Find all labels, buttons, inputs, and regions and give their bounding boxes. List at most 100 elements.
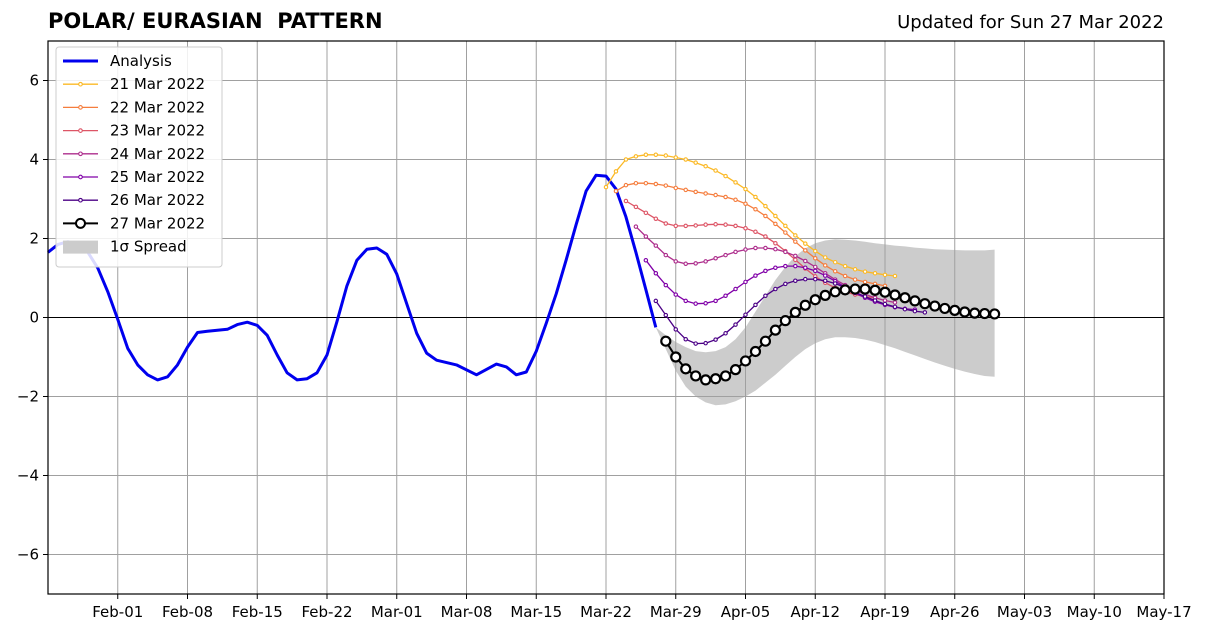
latest-forecast-point: [989, 308, 1001, 320]
latest-forecast-point: [690, 370, 702, 382]
x-tick-label: Mar-15: [510, 603, 562, 621]
forecast-point: [723, 222, 728, 227]
forecast-point: [633, 180, 639, 186]
forecast-point: [783, 230, 788, 235]
chart-title: POLAR/ EURASIAN PATTERN: [48, 9, 383, 33]
latest-forecast-point: [909, 295, 921, 307]
forecast-point: [892, 273, 898, 279]
x-tick-label: Mar-29: [650, 603, 702, 621]
forecast-point: [723, 331, 728, 336]
forecast-point: [773, 265, 778, 270]
forecast-point: [663, 183, 669, 188]
forecast-point: [683, 187, 688, 193]
x-tick-label: Apr-12: [791, 603, 841, 621]
y-tick-label: −4: [17, 467, 39, 485]
latest-forecast-point: [929, 300, 941, 312]
y-tick-label: −2: [17, 388, 39, 406]
legend-label: 25 Mar 2022: [110, 168, 205, 186]
forecast-point: [613, 169, 619, 174]
latest-forecast-point: [789, 306, 801, 318]
forecast-point: [763, 293, 768, 299]
forecast-point: [842, 273, 848, 279]
forecast-point: [753, 194, 758, 200]
forecast-point: [653, 243, 659, 248]
forecast-point: [743, 201, 748, 206]
latest-forecast-point: [719, 370, 732, 382]
forecast-point: [733, 249, 738, 255]
latest-forecast-point: [809, 294, 821, 306]
forecast-point: [812, 248, 818, 254]
forecast-point: [753, 245, 758, 251]
forecast-point: [763, 245, 768, 251]
forecast-point: [733, 197, 738, 203]
forecast-point: [693, 223, 698, 228]
forecast-point: [812, 276, 818, 282]
x-tick-label: Feb-15: [232, 603, 283, 621]
forecast-point: [633, 204, 639, 210]
forecast-point: [773, 240, 778, 246]
latest-forecast-point: [759, 335, 772, 347]
forecast-point: [683, 336, 688, 342]
forecast-point: [882, 301, 888, 307]
forecast-point: [842, 263, 848, 269]
forecast-point: [643, 257, 649, 263]
chart-subtitle: Updated for Sun 27 Mar 2022: [897, 12, 1164, 33]
legend-marker: [78, 197, 83, 203]
latest-forecast-point: [779, 315, 791, 327]
legend-box: [55, 46, 223, 268]
forecast-point: [793, 263, 798, 269]
legend-label: 24 Mar 2022: [110, 145, 205, 163]
forecast-point: [703, 222, 708, 227]
forecast-point: [743, 279, 748, 285]
forecast-point: [733, 322, 738, 327]
forecast-point: [922, 310, 928, 315]
forecast-point: [822, 278, 828, 284]
forecast-point: [683, 261, 688, 267]
forecast-point: [892, 300, 898, 305]
forecast-point: [663, 153, 669, 158]
latest-forecast-point: [799, 299, 811, 311]
forecast-point: [743, 247, 748, 252]
forecast-point: [703, 259, 708, 264]
forecast-point: [673, 327, 678, 332]
x-tick-label: Apr-19: [860, 603, 910, 621]
forecast-point: [743, 312, 748, 317]
analysis-line: [47, 173, 658, 382]
forecast-point: [763, 268, 768, 274]
forecast-point: [862, 279, 868, 285]
latest-forecast-point: [670, 351, 682, 363]
forecast-point: [753, 273, 758, 278]
forecast-point: [673, 259, 678, 264]
latest-forecast-point: [819, 289, 831, 301]
forecast-point: [812, 264, 818, 270]
latest-forecast-point: [899, 292, 911, 304]
x-tick-label: May-10: [1067, 603, 1122, 621]
forecast-point: [832, 259, 838, 265]
x-tick-label: Mar-08: [441, 603, 493, 621]
x-tick-label: May-17: [1136, 603, 1191, 621]
forecast-point: [783, 263, 788, 269]
forecast-point: [783, 281, 788, 287]
legend-label: 26 Mar 2022: [110, 191, 205, 209]
forecast-point: [803, 248, 808, 253]
x-tick-label: Mar-22: [580, 603, 632, 621]
forecast-point: [683, 223, 688, 229]
forecast-point: [653, 298, 659, 304]
forecast-point: [803, 265, 808, 270]
forecast-point: [763, 234, 768, 239]
forecast-point: [643, 210, 649, 216]
spread-band-layer: [655, 239, 995, 406]
legend-label: 23 Mar 2022: [110, 122, 205, 140]
forecast-point: [882, 298, 888, 303]
forecast-point: [753, 302, 758, 308]
forecast-point: [733, 180, 738, 185]
y-tick-label: −6: [17, 546, 39, 564]
legend-marker: [75, 217, 86, 229]
latest-forecast-point: [949, 304, 961, 316]
y-tick-label: 4: [29, 151, 39, 169]
forecast-point: [653, 152, 659, 158]
legend-marker: [78, 105, 83, 110]
forecast-point: [743, 186, 748, 192]
legend-swatch-spread: [63, 240, 98, 254]
